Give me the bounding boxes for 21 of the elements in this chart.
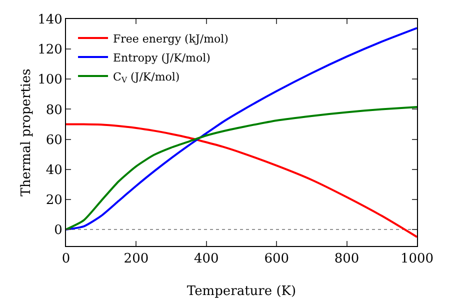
y-tick-label: 60 bbox=[46, 132, 62, 148]
x-tick-label: 600 bbox=[264, 252, 290, 267]
y-tick-label: 20 bbox=[46, 192, 62, 208]
x-tick-label: 800 bbox=[334, 252, 360, 267]
y-tick-label: 0 bbox=[54, 223, 62, 238]
y-tick-label: 40 bbox=[46, 162, 62, 178]
x-tick-label: 400 bbox=[194, 252, 219, 267]
y-tick-label: 140 bbox=[38, 12, 62, 28]
legend-label: Free energy (kJ/mol) bbox=[113, 32, 228, 46]
line-series bbox=[66, 123, 417, 238]
legend-label: Entropy (J/K/mol) bbox=[113, 51, 210, 64]
line-series bbox=[66, 106, 417, 230]
y-tick-label: 100 bbox=[38, 72, 62, 88]
y-tick-label: 120 bbox=[38, 42, 62, 58]
y-axis-title: Thermal properties bbox=[19, 68, 34, 196]
x-tick-label: 200 bbox=[124, 252, 149, 267]
x-tick-label: 1000 bbox=[400, 252, 434, 267]
line-series bbox=[66, 27, 417, 230]
legend-label: C$_{V}$ (J/K/mol) bbox=[113, 70, 180, 85]
y-tick-label: 80 bbox=[46, 102, 62, 118]
x-axis-title: Temperature (K) bbox=[186, 284, 296, 299]
